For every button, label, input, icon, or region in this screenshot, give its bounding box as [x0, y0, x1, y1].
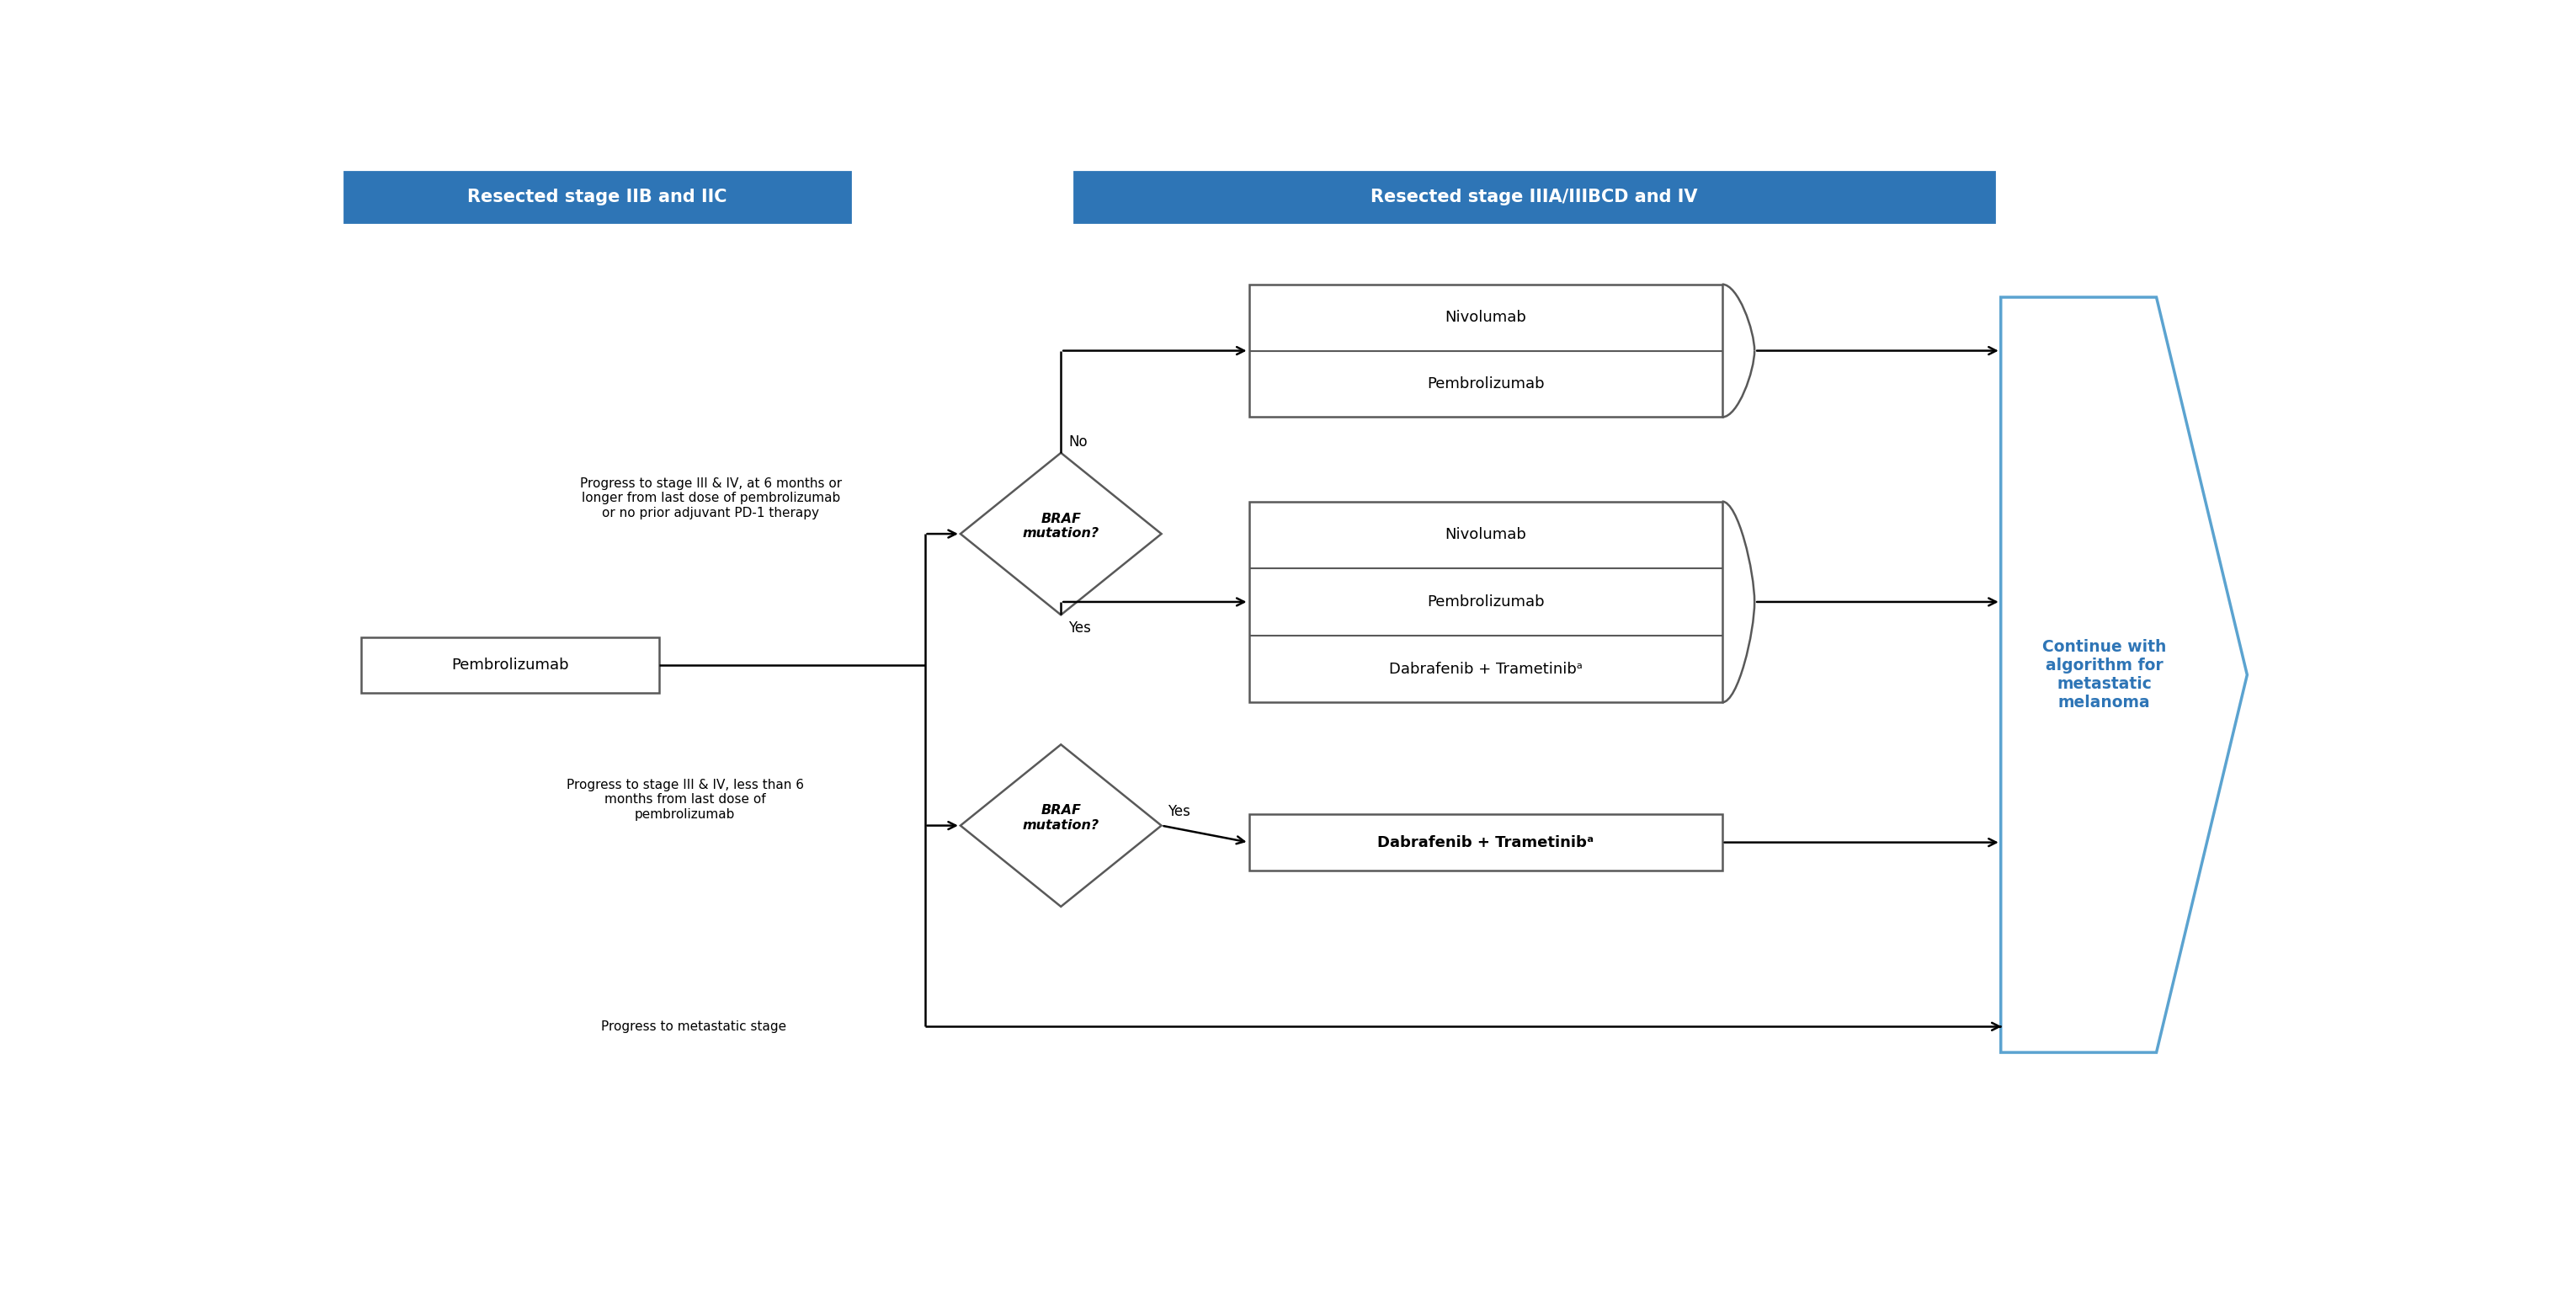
Text: Dabrafenib + Trametinibᵃ: Dabrafenib + Trametinibᵃ [1378, 834, 1595, 850]
Text: Resected stage IIIA/IIIBCD and IV: Resected stage IIIA/IIIBCD and IV [1370, 189, 1698, 206]
Text: Pembrolizumab: Pembrolizumab [451, 658, 569, 673]
Text: Nivolumab: Nivolumab [1445, 528, 1525, 542]
Text: Progress to stage III & IV, at 6 months or
longer from last dose of pembrolizuma: Progress to stage III & IV, at 6 months … [580, 477, 842, 519]
Polygon shape [961, 453, 1162, 614]
FancyBboxPatch shape [1074, 172, 1994, 223]
FancyBboxPatch shape [1249, 502, 1723, 702]
FancyBboxPatch shape [1249, 814, 1723, 871]
FancyBboxPatch shape [1249, 284, 1723, 417]
Text: Dabrafenib + Trametinibᵃ: Dabrafenib + Trametinibᵃ [1388, 662, 1582, 676]
FancyBboxPatch shape [361, 638, 659, 693]
Text: Progress to stage III & IV, less than 6
months from last dose of
pembrolizumab: Progress to stage III & IV, less than 6 … [567, 778, 804, 820]
Text: Pembrolizumab: Pembrolizumab [1427, 376, 1543, 392]
Text: Yes: Yes [1167, 804, 1190, 819]
Text: Continue with
algorithm for
metastatic
melanoma: Continue with algorithm for metastatic m… [2043, 639, 2166, 710]
Polygon shape [961, 744, 1162, 907]
Text: Pembrolizumab: Pembrolizumab [1427, 595, 1543, 609]
Text: Nivolumab: Nivolumab [1445, 310, 1525, 325]
Polygon shape [2002, 297, 2246, 1052]
Text: BRAF
mutation?: BRAF mutation? [1023, 512, 1100, 540]
Text: No: No [1069, 435, 1087, 449]
Text: Resected stage IIB and IIC: Resected stage IIB and IIC [469, 189, 726, 206]
Text: BRAF
mutation?: BRAF mutation? [1023, 804, 1100, 832]
Text: Progress to metastatic stage: Progress to metastatic stage [600, 1020, 786, 1032]
FancyBboxPatch shape [345, 172, 850, 223]
Text: Yes: Yes [1069, 620, 1092, 635]
